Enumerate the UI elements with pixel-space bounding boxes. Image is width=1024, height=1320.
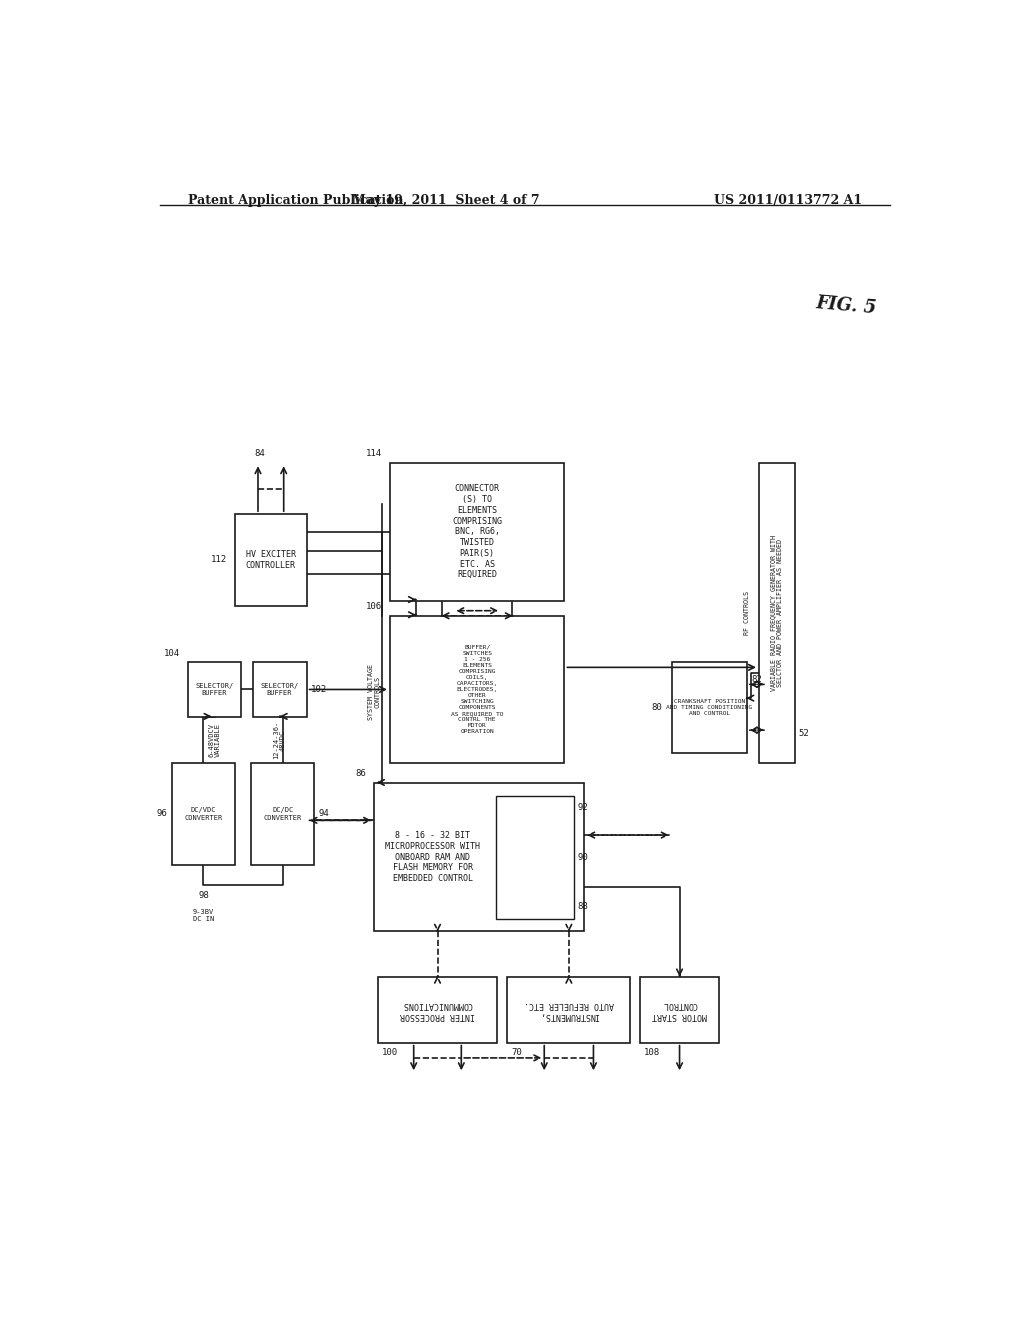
Text: FIG. 5: FIG. 5 — [815, 294, 878, 317]
Bar — [759, 463, 795, 763]
Text: SYSTEM VOLTAGE
CONTROLS: SYSTEM VOLTAGE CONTROLS — [368, 664, 381, 719]
Text: 52: 52 — [799, 729, 809, 738]
Bar — [253, 661, 306, 718]
Bar — [496, 796, 573, 919]
Text: CONNECTOR
(S) TO
ELEMENTS
COMPRISING
BNC, RG6,
TWISTED
PAIR(S)
ETC. AS
REQUIRED: CONNECTOR (S) TO ELEMENTS COMPRISING BNC… — [453, 484, 502, 579]
Text: US 2011/0113772 A1: US 2011/0113772 A1 — [714, 194, 862, 207]
Text: 70: 70 — [511, 1048, 522, 1057]
Text: Patent Application Publication: Patent Application Publication — [187, 194, 403, 207]
Text: 100: 100 — [382, 1048, 398, 1057]
Text: 80: 80 — [651, 702, 663, 711]
Text: 88: 88 — [578, 902, 589, 911]
Bar — [390, 615, 564, 763]
Bar — [251, 763, 314, 865]
Text: CRANKSHAFT POSITION
AND TIMING CONDITIONING
AND CONTROL: CRANKSHAFT POSITION AND TIMING CONDITION… — [667, 698, 753, 715]
Text: INSTRUMENTS,
AUTO REFUELER ETC.: INSTRUMENTS, AUTO REFUELER ETC. — [524, 999, 613, 1019]
Text: 104: 104 — [164, 649, 179, 659]
Text: BUFFER/
SWITCHES
1 - 256
ELEMENTS
COMPRISING
COILS,
CAPACITORS,
ELECTRODES,
OTHE: BUFFER/ SWITCHES 1 - 256 ELEMENTS COMPRI… — [451, 645, 504, 734]
Text: SELECTOR/
BUFFER: SELECTOR/ BUFFER — [196, 682, 233, 696]
Text: INTER PROCESSOR
COMMUNICATIONS: INTER PROCESSOR COMMUNICATIONS — [400, 999, 475, 1019]
Bar — [236, 513, 306, 606]
Text: 8 - 16 - 32 BIT
MICROPROCESSOR WITH
ONBOARD RAM AND
FLASH MEMORY FOR
EMBEDDED CO: 8 - 16 - 32 BIT MICROPROCESSOR WITH ONBO… — [385, 832, 480, 883]
Text: HV EXCITER
CONTROLLER: HV EXCITER CONTROLLER — [246, 550, 296, 570]
Text: 92: 92 — [578, 804, 589, 813]
Bar — [172, 763, 236, 865]
Text: 102: 102 — [310, 685, 327, 694]
Text: 86: 86 — [355, 770, 367, 779]
Text: 112: 112 — [211, 556, 227, 565]
Text: 84: 84 — [255, 449, 265, 458]
Text: 94: 94 — [318, 809, 329, 818]
Text: DC/DC
CONVERTER: DC/DC CONVERTER — [263, 808, 302, 821]
Bar — [507, 977, 631, 1043]
Bar — [390, 463, 564, 601]
Text: VARIABLE RADIO FREQUENCY GENERATOR WITH
SELCTOR AND POWER AMPLIFIER AS NEEDED: VARIABLE RADIO FREQUENCY GENERATOR WITH … — [770, 535, 783, 692]
Text: MOTOR START
CONTROL: MOTOR START CONTROL — [652, 999, 707, 1019]
Text: 82: 82 — [751, 676, 762, 684]
Bar — [640, 977, 719, 1043]
Text: SELECTOR/
BUFFER: SELECTOR/ BUFFER — [260, 682, 299, 696]
Text: 106: 106 — [366, 602, 382, 611]
Text: 90: 90 — [578, 853, 589, 862]
Bar — [374, 784, 585, 931]
Bar — [378, 977, 497, 1043]
Text: 114: 114 — [366, 449, 382, 458]
Text: 96: 96 — [157, 809, 168, 818]
Text: May 19, 2011  Sheet 4 of 7: May 19, 2011 Sheet 4 of 7 — [351, 194, 540, 207]
Bar — [187, 661, 242, 718]
Text: RF CONTROLS: RF CONTROLS — [744, 591, 750, 635]
Text: 9-3BV
DC IN: 9-3BV DC IN — [193, 909, 214, 923]
Text: 12-24-36-
48VDC: 12-24-36- 48VDC — [273, 721, 286, 759]
Text: 98: 98 — [198, 891, 209, 900]
Text: DC/VDC
CONVERTER: DC/VDC CONVERTER — [184, 808, 222, 821]
Text: 108: 108 — [644, 1048, 659, 1057]
Bar — [672, 661, 748, 752]
Text: 6-48VDCV
VARIABLE: 6-48VDCV VARIABLE — [208, 723, 221, 758]
